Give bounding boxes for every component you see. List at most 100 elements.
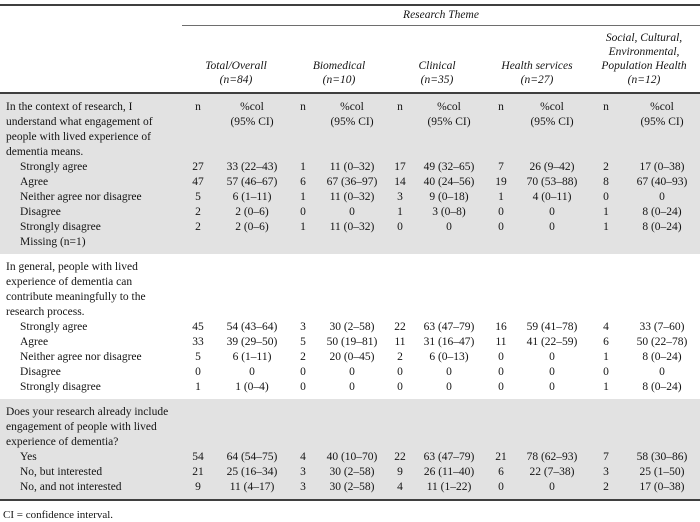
data-cell: 4: [300, 451, 306, 463]
data-cell: 30 (2–58): [329, 481, 375, 493]
row-label: Neither agree nor disagree: [20, 351, 142, 363]
table-row: No, and not interested 9 11 (4–17) 3 30 (2–5…: [0, 480, 700, 495]
data-cell: 0: [195, 366, 201, 378]
data-cell: 0: [498, 206, 504, 218]
data-cell: 0: [397, 381, 403, 393]
data-cell: 39 (29–50): [226, 336, 278, 348]
data-cell: 0: [549, 221, 555, 233]
data-cell: 5: [195, 351, 201, 363]
data-cell: 0: [498, 366, 504, 378]
row-label: Strongly agree: [20, 321, 88, 333]
data-cell: 11 (1–22): [426, 481, 472, 493]
table-row: Neither agree nor disagree 5 6 (1–11) 2 20 (…: [0, 350, 700, 365]
research-theme-span: Research Theme: [182, 6, 700, 26]
row-label: Neither agree nor disagree: [20, 191, 142, 203]
row-label: Disagree: [20, 206, 61, 218]
data-cell: 1: [603, 206, 609, 218]
subheader-pct: [214, 260, 290, 320]
table-bottom-border: [0, 499, 700, 501]
data-cell: 11: [394, 336, 406, 348]
subheader-n: [588, 260, 624, 320]
data-cell: 22: [394, 321, 406, 333]
research-theme-header: Research Theme: [403, 9, 479, 21]
data-cell: 9: [195, 481, 201, 493]
data-cell: 11 (0–32): [329, 161, 375, 173]
pct-col-label: %col: [240, 101, 264, 113]
data-cell: 21: [192, 466, 204, 478]
data-cell: 5: [300, 336, 306, 348]
data-cell: 7: [498, 161, 504, 173]
data-cell: 0: [300, 206, 306, 218]
data-cell: 0: [446, 221, 452, 233]
data-cell: 4: [397, 481, 403, 493]
data-cell: 30 (2–58): [329, 321, 375, 333]
row-label: Missing (n=1): [20, 236, 86, 248]
subheader-n: [486, 405, 516, 450]
subheader-pct: [412, 405, 486, 450]
data-cell: [214, 235, 290, 250]
data-cell: 1: [498, 191, 504, 203]
data-cell: 63 (47–79): [423, 321, 475, 333]
data-cell: [388, 235, 412, 250]
subheader-n: [290, 405, 316, 450]
data-cell: 0: [300, 366, 306, 378]
data-cell: 26 (11–40): [423, 466, 475, 478]
data-cell: 1: [300, 191, 306, 203]
ci-label: (95% CI): [330, 116, 374, 128]
data-cell: 0: [498, 481, 504, 493]
subheader-n: [182, 405, 214, 450]
data-cell: 9: [397, 466, 403, 478]
table-body: In the context of research, I understand…: [0, 94, 700, 499]
data-cell: 0: [549, 381, 555, 393]
data-cell: 1: [195, 381, 201, 393]
col-header-n: (n=10): [322, 74, 356, 86]
data-cell: 22: [394, 451, 406, 463]
header-bottom-border: [0, 92, 700, 94]
data-cell: 0: [446, 366, 452, 378]
data-cell: 67 (36–97): [326, 176, 378, 188]
data-cell: 2: [397, 351, 403, 363]
data-cell: 0: [349, 366, 355, 378]
row-label: Strongly disagree: [20, 221, 101, 233]
table-section: In the context of research, I understand…: [0, 94, 700, 254]
data-cell: 11 (4–17): [229, 481, 275, 493]
data-cell: 7: [603, 451, 609, 463]
data-cell: 6 (1–11): [232, 351, 272, 363]
data-cell: 58 (30–86): [636, 451, 688, 463]
data-cell: [182, 235, 214, 250]
subheader-pct: [624, 405, 700, 450]
table-top-border: [0, 4, 700, 6]
col-header-health-services: Health services (n=27): [486, 59, 588, 87]
data-cell: 21: [495, 451, 507, 463]
row-label: No, but interested: [20, 466, 103, 478]
question-text: Does your research already include engag…: [6, 406, 169, 448]
table-row: Agree 33 39 (29–50) 5 50 (19–81) 11 31 (16–47)…: [0, 335, 700, 350]
col-header-n: (n=35): [420, 74, 454, 86]
subheader-pct: [516, 405, 588, 450]
subheader-pct: %col (95% CI): [316, 100, 388, 160]
data-cell: 47: [192, 176, 204, 188]
data-cell: 33: [192, 336, 204, 348]
data-cell: 0: [397, 221, 403, 233]
data-cell: 2 (0–6): [235, 206, 269, 218]
data-cell: [412, 235, 486, 250]
data-cell: 4 (0–11): [532, 191, 572, 203]
table-row: No, but interested 21 25 (16–34) 3 30 (2–58)…: [0, 465, 700, 480]
data-cell: 3: [603, 466, 609, 478]
data-cell: 33 (22–43): [226, 161, 278, 173]
col-header-clinical: Clinical (n=35): [388, 59, 486, 87]
data-cell: 3: [300, 481, 306, 493]
ci-label: (95% CI): [640, 116, 684, 128]
data-cell: 27: [192, 161, 204, 173]
subheader-pct: [624, 260, 700, 320]
data-cell: 3: [300, 466, 306, 478]
row-label: No, and not interested: [20, 481, 122, 493]
data-cell: 70 (53–88): [526, 176, 578, 188]
table-row: Strongly disagree 1 1 (0–4) 0 0 0 0 0 0 1 8 (0–24): [0, 380, 700, 395]
data-cell: 2: [603, 161, 609, 173]
data-cell: 0: [446, 381, 452, 393]
data-cell: 1: [300, 161, 306, 173]
table-row: Agree 47 57 (46–67) 6 67 (36–97) 14 40 (24–56)…: [0, 175, 700, 190]
subheader-n: n: [195, 101, 201, 113]
